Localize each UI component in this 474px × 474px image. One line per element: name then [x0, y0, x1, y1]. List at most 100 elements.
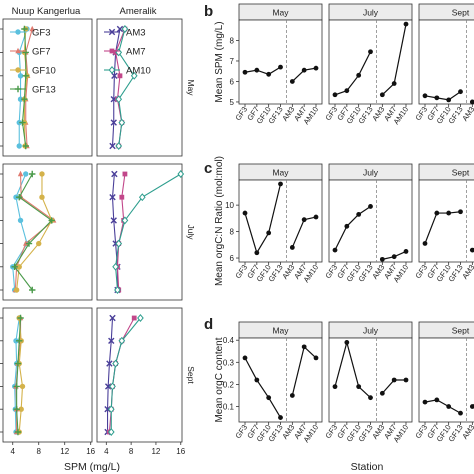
profile-point-am10 — [137, 314, 144, 322]
profile-point-gf13 — [21, 96, 28, 103]
profile-point-gf3 — [23, 171, 29, 177]
mean-point — [356, 72, 362, 78]
facet-label-sept: Sept — [452, 326, 470, 336]
mean-point — [289, 245, 295, 250]
profile-line-gf10 — [18, 317, 24, 433]
profile-point-am3 — [104, 383, 112, 390]
profile-point-am3 — [111, 170, 118, 178]
profile-point-am3 — [116, 25, 124, 33]
profile-line-gf10 — [16, 174, 53, 291]
spm-tick-label: 16 — [176, 447, 185, 456]
mean-line — [244, 183, 282, 255]
profile-point-am7 — [131, 315, 137, 321]
spm-tick-label: 12 — [60, 447, 69, 456]
mean-point — [403, 377, 409, 383]
profile-point-gf7 — [29, 25, 35, 32]
profile-frame — [96, 163, 183, 301]
row-label-july: July — [186, 224, 196, 240]
spm-tick-label: 4 — [104, 447, 109, 456]
profile-point-am10 — [138, 193, 146, 202]
profile-point-gf10 — [18, 406, 24, 412]
spm-tick-label: 4 — [11, 447, 16, 456]
y-tick-label: 6 — [230, 77, 235, 86]
facet-label-may: May — [272, 168, 289, 178]
facet-frame — [418, 337, 474, 423]
profile-point-am10 — [109, 382, 116, 391]
profile-point-am7 — [122, 171, 128, 177]
y-axis-title-c: Mean orgC:N Ratio (mol:mol) — [214, 156, 225, 286]
profile-point-am10 — [118, 118, 126, 127]
y-tick-label: 0.3 — [223, 358, 235, 367]
facet-label-july: July — [363, 168, 379, 178]
facet-frame — [328, 179, 413, 263]
profile-point-am3 — [111, 72, 118, 79]
mean-point — [254, 67, 260, 73]
mean-line — [424, 91, 461, 101]
mean-point — [391, 81, 397, 86]
mean-line — [244, 357, 282, 418]
profile-point-gf3 — [17, 217, 24, 224]
spm-tick-label: 16 — [86, 447, 95, 456]
mean-line — [334, 205, 371, 251]
profile-point-gf10 — [36, 240, 42, 247]
facet-label-july: July — [363, 8, 379, 18]
facet-frame — [238, 19, 323, 105]
mean-line — [244, 66, 281, 75]
profile-line-am10 — [118, 28, 135, 147]
mean-point — [403, 249, 409, 254]
mean-point — [332, 247, 338, 253]
profile-line-gf3 — [12, 173, 28, 291]
legend-label-gf7: GF7 — [32, 47, 50, 58]
profile-point-am3 — [110, 217, 117, 224]
mean-point — [289, 393, 295, 398]
mean-point — [422, 399, 428, 405]
profile-point-gf3 — [17, 73, 24, 79]
profile-point-am10 — [115, 95, 123, 104]
profile-point-am3 — [109, 314, 116, 322]
profile-point-gf10 — [39, 171, 45, 177]
fjord-title-ameralik: Ameralik — [120, 6, 157, 17]
mean-point — [434, 210, 440, 216]
profile-point-gf10 — [39, 194, 45, 200]
y-tick-label: 0.2 — [223, 380, 235, 389]
legend-label-gf10: GF10 — [32, 66, 56, 77]
mean-point — [332, 92, 338, 98]
y-tick-label: 7 — [230, 57, 235, 66]
spm-tick-label: 8 — [37, 447, 42, 456]
mean-point — [469, 99, 474, 105]
profile-point-am3 — [108, 337, 115, 344]
profile-line-am3 — [106, 317, 114, 432]
mean-point — [422, 93, 428, 99]
profile-point-am10 — [130, 71, 138, 80]
facet-label-sept: Sept — [452, 168, 470, 178]
profile-point-am10 — [115, 239, 123, 248]
mean-point — [301, 67, 307, 73]
legend-key-marker — [15, 67, 21, 73]
mean-point — [266, 395, 272, 401]
y-axis-title-b: Mean SPM (mg/L) — [214, 21, 225, 102]
legend-label-am3: AM3 — [126, 28, 146, 39]
y-tick-label: 6 — [230, 254, 235, 263]
profile-point-gf10 — [19, 383, 26, 390]
y-tick-label: 8 — [230, 228, 235, 237]
profile-point-am10 — [114, 286, 121, 294]
spm-tick-label: 12 — [151, 447, 160, 456]
mean-point — [313, 355, 319, 361]
row-label-may: May — [186, 79, 196, 96]
profile-point-am3 — [109, 194, 116, 201]
legend-key-marker — [14, 85, 22, 93]
x-tick-label-am3: AM3 — [460, 423, 474, 441]
mean-point — [422, 241, 428, 246]
facet-label-july: July — [363, 326, 379, 336]
facet-frame — [328, 19, 413, 105]
y-tick-label: 0.4 — [223, 336, 235, 345]
mean-point — [313, 65, 319, 71]
mean-point — [446, 97, 452, 103]
profile-point-am7 — [117, 73, 123, 79]
mean-line — [424, 211, 461, 244]
mean-point — [356, 384, 362, 390]
legend-label-am7: AM7 — [126, 47, 146, 58]
mean-point — [278, 415, 283, 420]
